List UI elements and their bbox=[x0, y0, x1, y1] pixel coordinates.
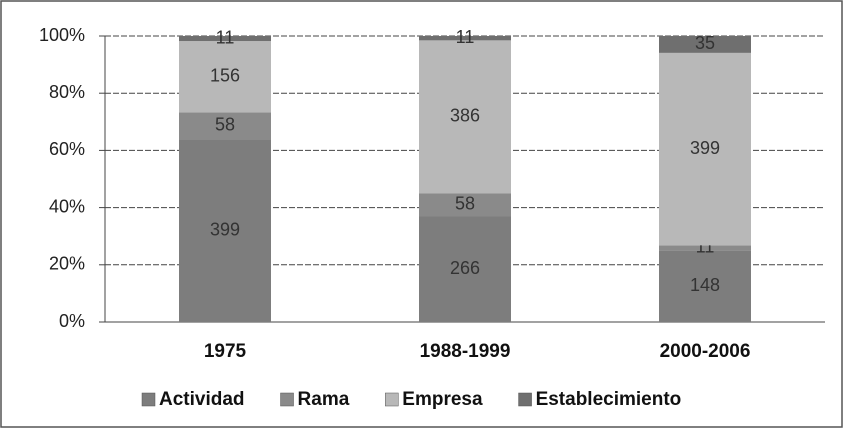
data-label: 35 bbox=[695, 33, 715, 53]
y-tick-label: 20% bbox=[49, 254, 85, 274]
y-tick-label: 80% bbox=[49, 82, 85, 102]
data-label: 156 bbox=[210, 66, 240, 86]
x-tick-label: 2000-2006 bbox=[660, 341, 751, 362]
bar-segment bbox=[659, 36, 751, 53]
x-tick-label: 1988-1999 bbox=[420, 341, 511, 362]
legend-label: Actividad bbox=[159, 389, 245, 410]
bar-segment bbox=[179, 41, 271, 113]
legend-swatch bbox=[518, 392, 532, 407]
bar-segment bbox=[659, 52, 751, 246]
y-tick-label: 60% bbox=[49, 139, 85, 159]
bar-segment bbox=[179, 36, 271, 42]
legend-swatch bbox=[280, 392, 294, 407]
y-tick-label: 40% bbox=[49, 196, 85, 216]
legend-swatch bbox=[141, 392, 156, 407]
bar-segment bbox=[179, 139, 271, 322]
bar-segment bbox=[179, 112, 271, 140]
x-tick-label: 1975 bbox=[204, 341, 247, 362]
data-label: 11 bbox=[456, 27, 475, 47]
data-label: 266 bbox=[450, 258, 480, 278]
data-label: 11 bbox=[216, 27, 235, 47]
bar-segment bbox=[659, 250, 751, 322]
y-tick-label: 100% bbox=[39, 25, 85, 45]
data-label: 399 bbox=[210, 219, 240, 239]
legend-label: Empresa bbox=[402, 389, 483, 410]
data-label: 399 bbox=[690, 138, 720, 158]
legend-label: Establecimiento bbox=[536, 389, 682, 410]
data-label: 386 bbox=[450, 106, 480, 126]
bar-segment bbox=[419, 40, 511, 194]
legend-swatch bbox=[385, 392, 399, 407]
data-label: 148 bbox=[690, 275, 720, 295]
y-tick-label: 0% bbox=[59, 311, 85, 331]
bar-segment bbox=[419, 193, 511, 217]
data-label: 58 bbox=[215, 115, 235, 135]
bar-segment bbox=[419, 216, 511, 322]
data-label: 58 bbox=[455, 194, 475, 214]
legend-label: Rama bbox=[298, 389, 350, 410]
bar-segment bbox=[419, 36, 511, 41]
bar-segment bbox=[659, 245, 751, 251]
